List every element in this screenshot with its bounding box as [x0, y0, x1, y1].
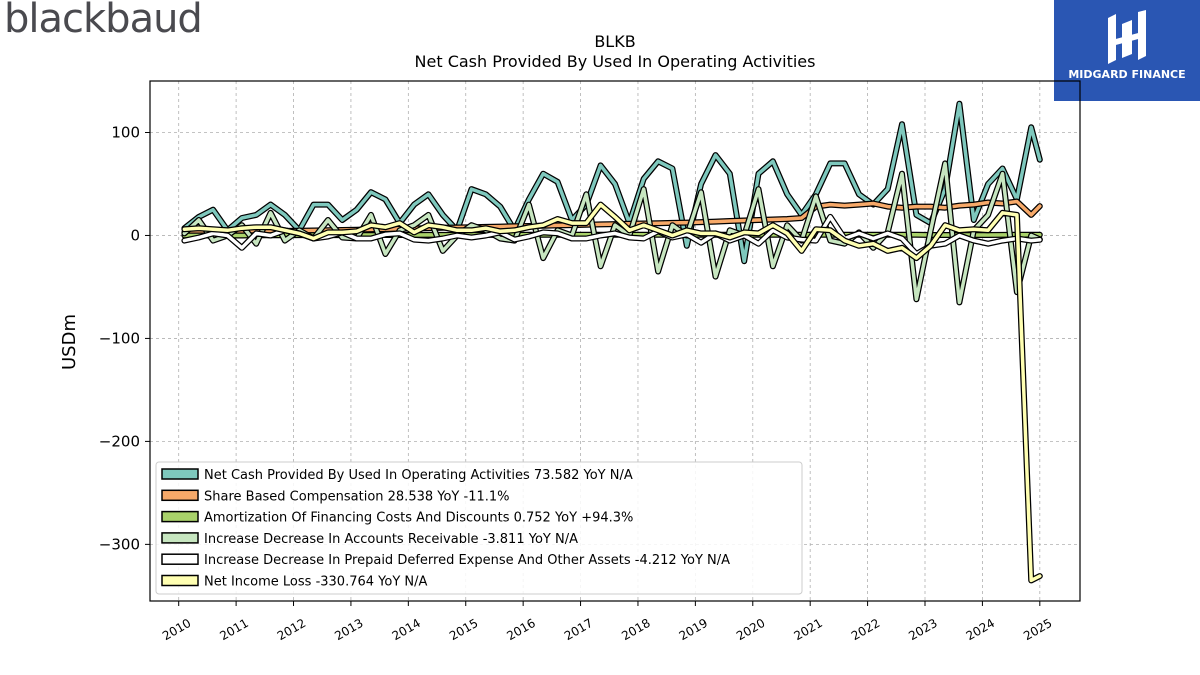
y-tick-label: −200	[99, 432, 140, 450]
legend-entry: Increase Decrease In Accounts Receivable…	[204, 532, 578, 547]
y-axis-label: USDm	[59, 314, 80, 370]
x-tick-label: 2018	[619, 616, 652, 643]
legend-swatch	[161, 489, 199, 502]
series-line	[182, 101, 1042, 263]
legend-entry: Increase Decrease In Prepaid Deferred Ex…	[204, 553, 730, 568]
legend-swatch	[161, 510, 199, 523]
series-0	[181, 100, 1043, 265]
x-tick-label: 2015	[447, 616, 480, 643]
legend-entry: Net Cash Provided By Used In Operating A…	[204, 468, 633, 483]
x-tick-label: 2023	[906, 616, 939, 643]
legend-swatch	[161, 532, 199, 544]
brand-logo-text: blackbaud	[4, 0, 203, 42]
x-tick-label: 2021	[791, 616, 824, 643]
legend-swatch	[161, 574, 199, 587]
legend: Net Cash Provided By Used In Operating A…	[155, 461, 803, 595]
legend-entry: Net Income Loss -330.764 YoY N/A	[204, 575, 427, 590]
chart-subtitle: Net Cash Provided By Used In Operating A…	[414, 52, 816, 71]
y-tick-label: 100	[111, 123, 140, 141]
series-5	[181, 201, 1043, 584]
x-tick-label: 2013	[332, 616, 365, 643]
legend-swatch	[161, 468, 199, 480]
series-4	[181, 213, 1043, 257]
series-line	[182, 215, 1042, 256]
x-tick-label: 2024	[964, 616, 997, 643]
series-line	[182, 202, 1042, 583]
y-tick-label: −100	[99, 329, 140, 347]
x-tick-label: 2011	[217, 616, 250, 643]
x-tick-label: 2017	[562, 616, 595, 643]
legend-swatch	[161, 553, 199, 565]
series-3	[181, 160, 1043, 306]
series-lines	[181, 100, 1043, 584]
x-tick-label: 2016	[504, 616, 537, 643]
x-tick-label: 2020	[734, 616, 767, 643]
y-tick-label: −300	[99, 535, 140, 553]
series-line	[182, 161, 1042, 305]
y-tick-label: 0	[130, 226, 140, 244]
x-tick-label: 2019	[677, 616, 710, 643]
legend-entry: Amortization Of Financing Costs And Disc…	[204, 511, 633, 526]
plot-frame	[149, 80, 1081, 602]
chart-title: BLKB	[594, 32, 636, 51]
x-tick-label: 2012	[275, 616, 308, 643]
midgard-logo-icon	[1108, 10, 1146, 64]
legend-entry: Share Based Compensation 28.538 YoY -11.…	[204, 489, 510, 504]
x-tick-label: 2010	[160, 616, 193, 643]
legend-box	[155, 461, 803, 595]
x-tick-label: 2025	[1021, 616, 1054, 643]
midgard-logo-label: MIDGARD FINANCE	[1068, 68, 1186, 81]
x-tick-label: 2022	[849, 616, 882, 643]
x-tick-label: 2014	[390, 616, 423, 643]
